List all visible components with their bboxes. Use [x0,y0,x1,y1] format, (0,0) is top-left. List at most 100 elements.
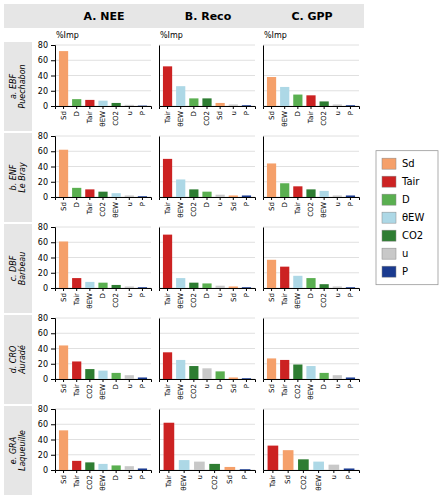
tick-label: 60 [38,147,48,156]
tick-label: u [203,384,211,388]
tick-label: θEW [177,111,185,127]
tick-mark [350,379,351,382]
tick: P [243,288,251,297]
tick-mark [337,288,338,291]
tick-label: P [243,293,251,297]
axis-line [160,471,256,474]
tick-mark [76,470,77,473]
bar [293,95,302,106]
tick: P [347,197,355,206]
tick-label: u [126,475,134,479]
axis-line [263,137,264,198]
grid-line [55,424,151,425]
bar [138,287,147,288]
bar [229,104,238,106]
x-axis: SdTairCO2θEWDuP [56,379,152,400]
bar [163,66,172,106]
tick: CO2 [99,197,107,217]
tick-label: D [190,111,198,116]
y-axis: 020406080 [38,41,56,111]
bar [333,104,342,106]
tick-mark [349,470,350,473]
grid-line [263,272,359,273]
bar [346,377,355,379]
tick: 0 [43,284,55,293]
grid [159,136,255,197]
tick-label: P [139,111,147,115]
tick-label: Tair [73,384,81,397]
tick: u [126,470,134,479]
tick-label: P [139,384,147,388]
tick-label: u [196,475,204,479]
grid-line [55,90,151,91]
tick-label: u [126,202,134,206]
tick: 20 [38,451,55,460]
bar [333,286,342,288]
tick-mark [193,106,194,109]
legend-swatch [382,194,396,205]
tick-label: CO2 [112,293,120,308]
x-axis: SdTairCO2θEWDuP [264,379,360,400]
tick-mark [324,288,325,291]
bar [333,195,342,197]
tick-label: Sd [230,384,238,393]
bar [112,193,121,197]
tick: 60 [38,147,55,156]
tick-label: 80 [38,314,48,323]
axis-line [51,137,56,198]
bar [346,105,355,106]
bar [163,159,172,197]
tick: Sd [226,470,234,484]
tick: u [334,379,342,388]
bar [85,100,94,106]
axis-line [159,228,160,289]
grid-line [55,363,151,364]
bar [280,360,289,379]
bar [225,467,236,470]
tick-label: CO2 [190,293,198,308]
tick: CO2 [190,288,198,308]
column-title: A. NEE [84,10,125,23]
tick-label: P [243,111,251,115]
grid [55,227,151,288]
bar [346,195,355,197]
grid-line [159,166,255,167]
bars [164,423,251,470]
tick-mark [297,106,298,109]
grid-line [263,90,359,91]
tick-label: θEW [294,293,302,309]
tick-mark [129,470,130,473]
bar [280,183,289,197]
tick-mark [220,197,221,200]
tick-label: 80 [38,223,48,232]
tick-mark [271,106,272,109]
tick: Tair [86,197,94,215]
row-label: a. EBFPuechabon [9,64,27,108]
tick-mark [142,106,143,109]
grid-line [159,181,255,182]
bars [59,150,147,197]
tick-mark [89,470,90,473]
grid-line [263,424,359,425]
tick-label: Tair [294,202,302,215]
bar [229,286,238,288]
tick: Sd [60,470,68,484]
tick: Sd [230,197,238,211]
bar [112,285,121,288]
bar [125,105,134,106]
grid-line [159,151,255,152]
legend-border [376,151,438,285]
grid-line [263,333,359,334]
tick-label: D [294,111,302,116]
tick: u [126,288,134,297]
bar [164,423,175,470]
tick-label: CO2 [320,293,328,308]
x-axis: SdTairθEWDCO2uP [264,288,360,309]
tick: P [347,379,355,388]
grid [159,318,255,379]
tick-label: 80 [38,41,48,50]
bar [138,105,147,106]
tick: Sd [60,106,68,120]
tick-mark [167,288,168,291]
tick-mark [233,288,234,291]
